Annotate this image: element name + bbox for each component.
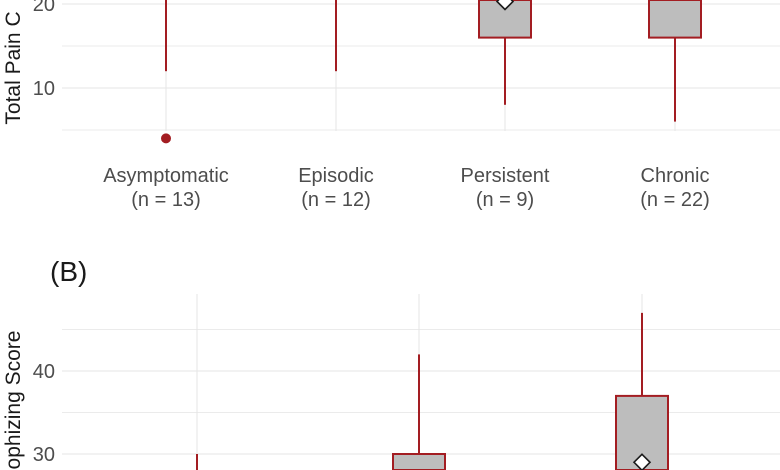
- y-tick-label: 10: [33, 78, 55, 100]
- outlier-point: [161, 133, 171, 144]
- y-tick-label: 20: [33, 0, 55, 16]
- panel-b-label: (B): [50, 256, 87, 287]
- category-label: Asymptomatic: [103, 165, 229, 187]
- y-tick-label: 40: [33, 361, 55, 383]
- panel-a-y-axis-label: Total Pain C: [2, 11, 25, 124]
- box-3: [615, 312, 669, 470]
- box-2: [392, 354, 446, 470]
- category-count: (n = 13): [131, 189, 200, 211]
- panel-b-y-axis-label: ophizing Score: [2, 331, 25, 470]
- category-label: Episodic: [298, 165, 374, 187]
- box-1: [161, 0, 171, 144]
- category-label: Persistent: [461, 165, 550, 187]
- mean-marker: [632, 453, 652, 470]
- category-count: (n = 9): [476, 189, 534, 211]
- panel-a: 10 20 Total Pain C Asymptomatic(n = 13) Ep…: [2, 0, 780, 211]
- box-4: [648, 0, 702, 122]
- category-count: (n = 12): [301, 189, 370, 211]
- box-3: [478, 0, 532, 105]
- mean-marker: [495, 0, 515, 11]
- box-iqr: [648, 0, 702, 39]
- category-label: Chronic: [641, 165, 710, 187]
- panel-b: (B) 30 40 ophizing Score: [2, 256, 780, 470]
- box-iqr: [392, 453, 446, 470]
- category-count: (n = 22): [640, 189, 709, 211]
- y-tick-label: 30: [33, 444, 55, 466]
